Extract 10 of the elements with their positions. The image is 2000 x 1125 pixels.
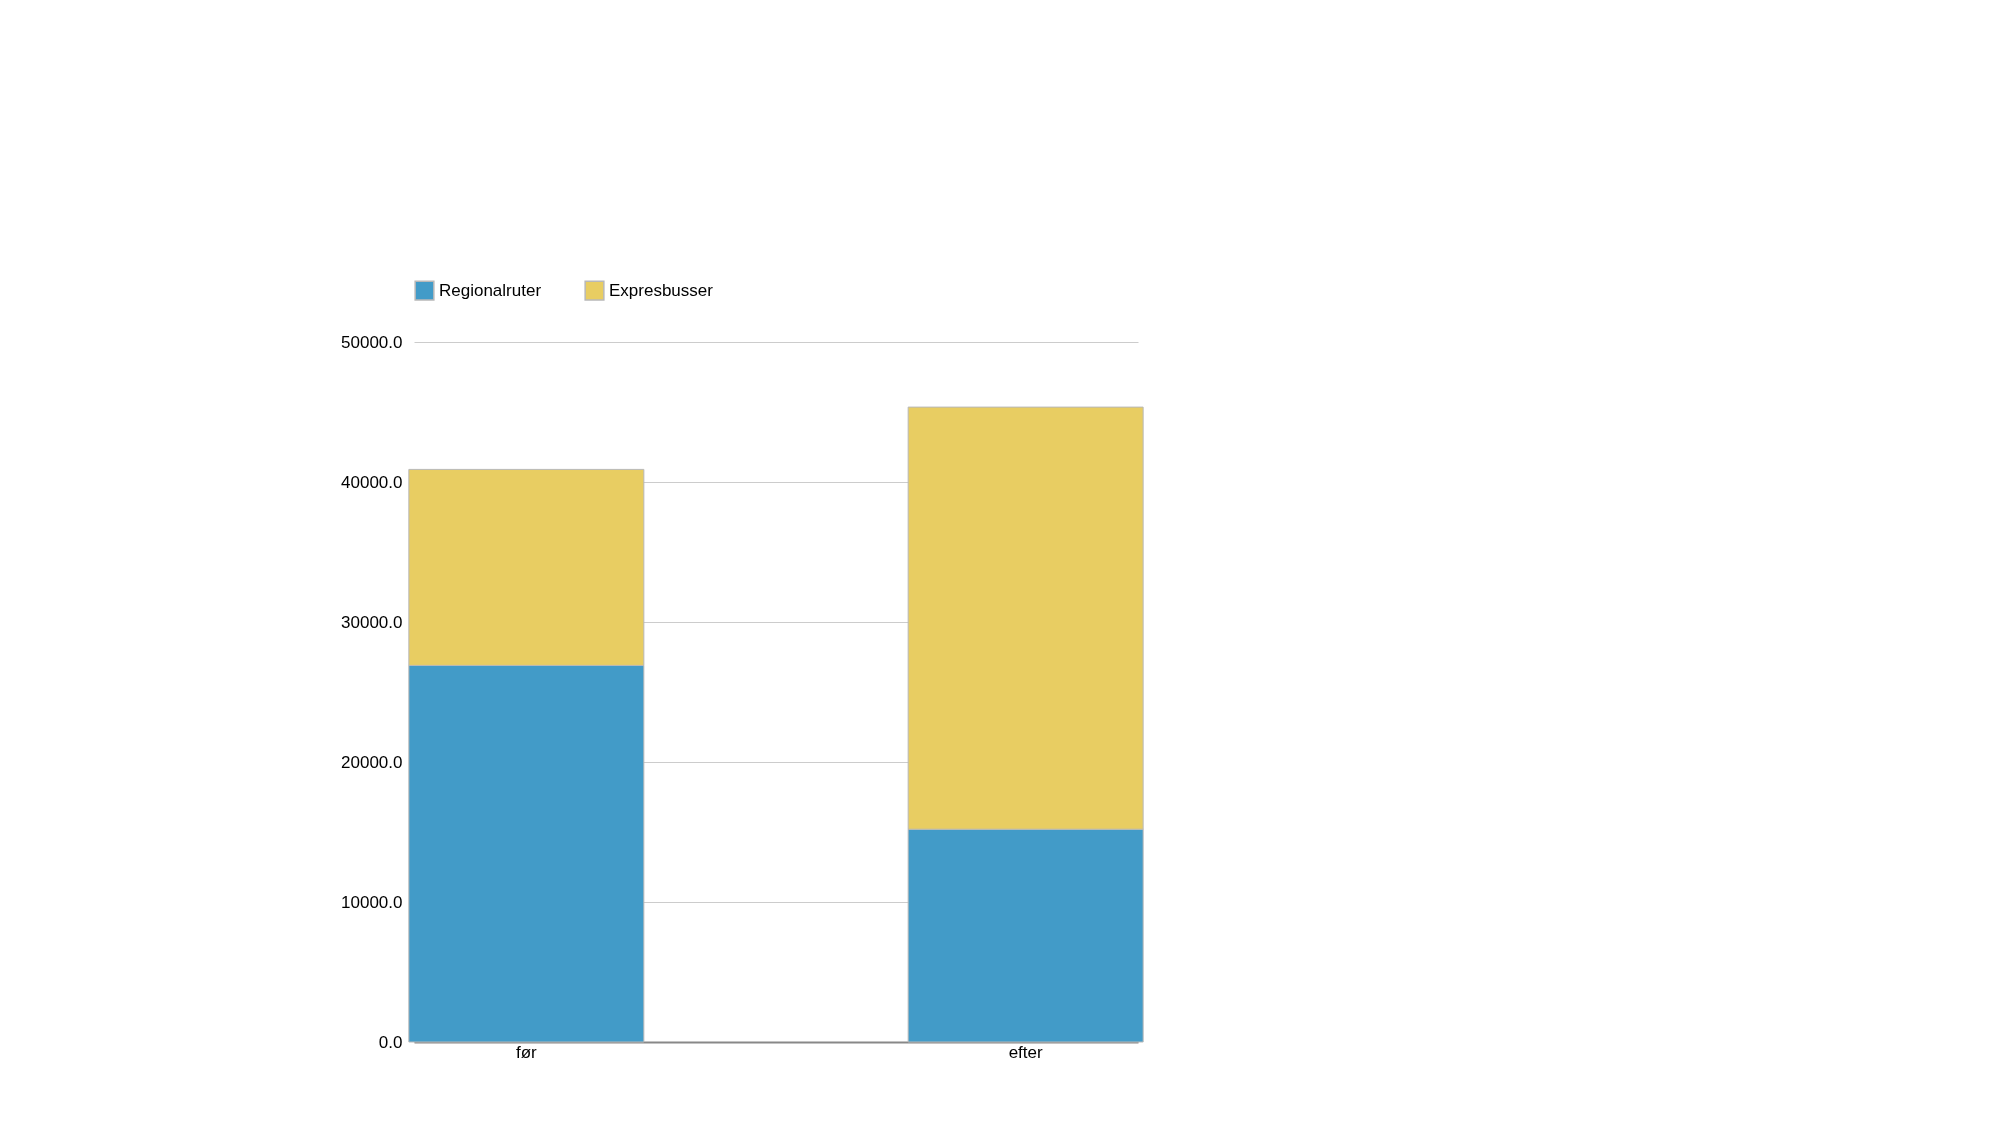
y-tick-label: 50000.0 (341, 332, 403, 352)
y-tick-label: 40000.0 (341, 472, 403, 492)
legend-label: Regionalruter (439, 280, 542, 300)
x-tick-label: efter (1008, 1042, 1043, 1062)
legend-label: Expresbusser (609, 280, 714, 300)
y-tick-label: 0.0 (378, 1032, 403, 1052)
y-tick-label: 30000.0 (341, 612, 403, 632)
y-tick-label: 10000.0 (341, 892, 403, 912)
y-tick-label: 20000.0 (341, 752, 403, 772)
x-tick-label: før (515, 1042, 538, 1062)
